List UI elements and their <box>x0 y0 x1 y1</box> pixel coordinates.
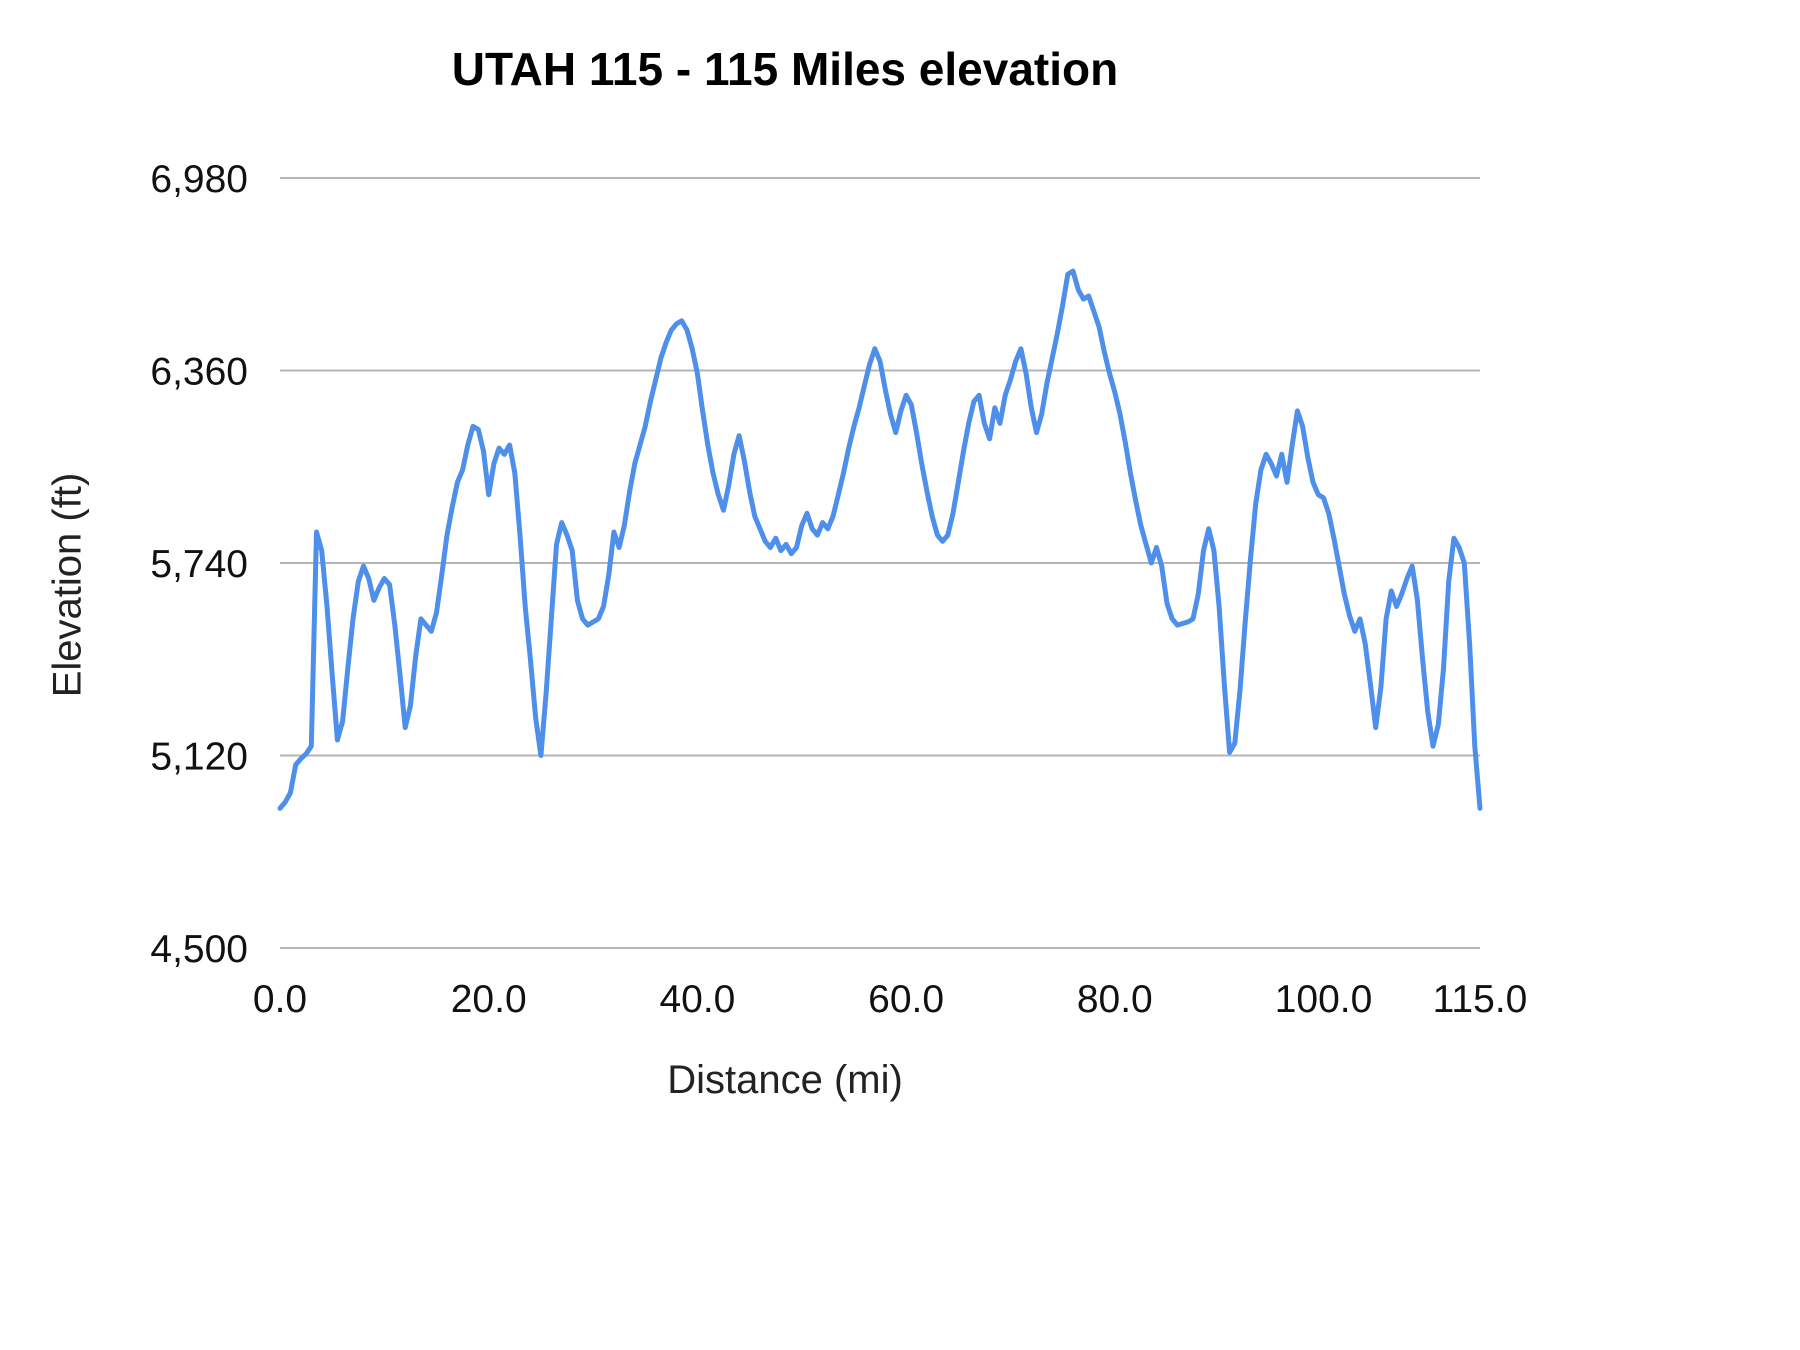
y-tick-label: 5,120 <box>150 736 248 779</box>
gridlines-group <box>280 177 1480 949</box>
y-tick-label: 6,360 <box>150 351 248 394</box>
series-group <box>277 268 1483 811</box>
x-tick-label: 20.0 <box>451 978 527 1021</box>
chart-title: UTAH 115 - 115 Miles elevation <box>451 43 1119 95</box>
x-tick-label: 80.0 <box>1077 978 1153 1021</box>
y-tick-label: 4,500 <box>150 928 248 971</box>
y-tick-label: 6,980 <box>150 158 248 201</box>
tick-labels-group: 4,500 5,120 5,740 6,360 6,980 0.0 20.0 40.0 60.0… <box>150 158 1527 1021</box>
x-tick-label: 60.0 <box>868 978 944 1021</box>
x-axis-title: Distance (mi) <box>667 1058 903 1102</box>
x-tick-label: 0.0 <box>253 978 307 1021</box>
elevation-line <box>277 268 1483 811</box>
x-tick-label: 40.0 <box>659 978 735 1021</box>
x-tick-label: 115.0 <box>1433 978 1528 1021</box>
x-tick-label: 100.0 <box>1275 978 1373 1021</box>
y-tick-label: 5,740 <box>150 543 248 586</box>
